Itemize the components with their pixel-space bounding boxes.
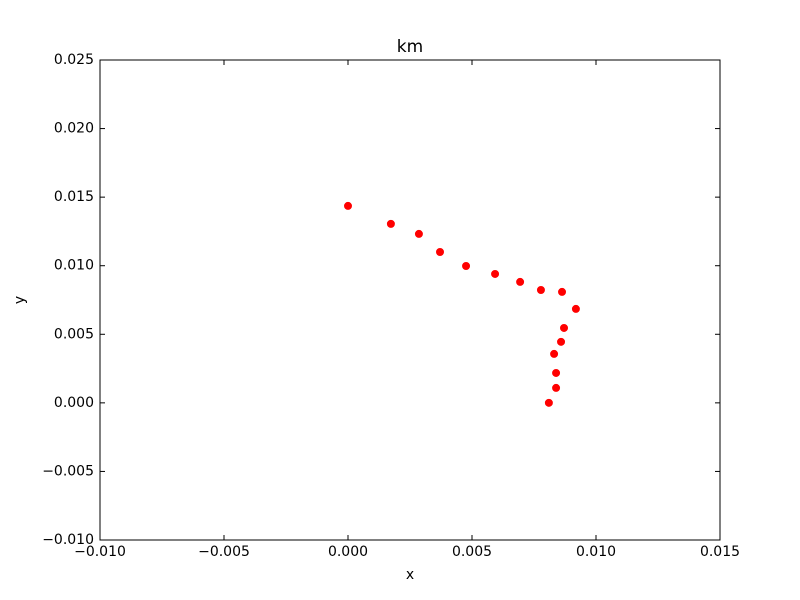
y-tick-label: 0.020 <box>54 121 94 137</box>
scatter-point <box>571 304 580 313</box>
scatter-point <box>386 219 395 228</box>
scatter-point <box>552 383 561 392</box>
y-tick-label: −0.005 <box>42 463 94 479</box>
scatter-point <box>516 277 525 286</box>
y-tick-label: 0.005 <box>54 326 94 342</box>
scatter-point <box>536 285 545 294</box>
scatter-point <box>491 269 500 278</box>
y-tick-label: 0.010 <box>54 258 94 274</box>
scatter-point <box>558 287 567 296</box>
scatter-point <box>344 201 352 210</box>
y-tick-label: 0.025 <box>54 52 94 68</box>
y-axis-label: y <box>12 296 28 304</box>
y-tick-label: 0.015 <box>54 189 94 205</box>
y-tick-label: −0.010 <box>42 532 94 548</box>
y-tick-label: 0.000 <box>54 395 94 411</box>
scatter-point <box>550 349 559 358</box>
chart-title: km <box>397 37 423 57</box>
scatter-point <box>557 337 566 346</box>
scatter-point <box>436 248 445 256</box>
x-tick-label: −0.010 <box>74 544 126 560</box>
x-tick-label: 0.015 <box>700 544 740 560</box>
x-tick-label: −0.005 <box>198 544 250 560</box>
x-tick-label: 0.005 <box>452 544 492 560</box>
x-tick-label: 0.000 <box>328 544 368 560</box>
x-tick-label: 0.010 <box>576 544 616 560</box>
scatter-point <box>414 229 423 238</box>
scatter-point <box>462 261 471 270</box>
scatter-point <box>552 368 561 377</box>
x-axis-label: x <box>406 567 414 583</box>
plot-frame <box>99 59 721 541</box>
scatter-point <box>544 398 553 407</box>
scatter-point <box>560 323 569 332</box>
